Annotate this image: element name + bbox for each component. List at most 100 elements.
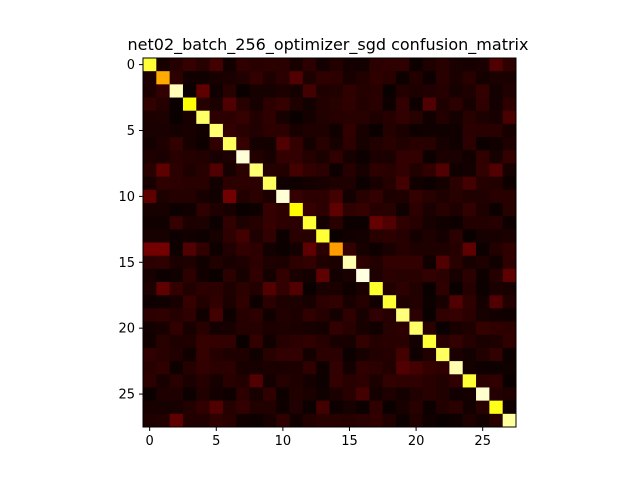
heatmap-cell <box>289 176 304 191</box>
heatmap-cell <box>502 321 517 336</box>
heatmap-cell <box>262 295 277 309</box>
heatmap-cell <box>489 308 504 322</box>
heatmap-cell <box>409 71 424 85</box>
heatmap-cell <box>302 189 317 204</box>
heatmap-cell <box>489 189 504 204</box>
heatmap-cell <box>236 150 250 164</box>
heatmap-cell <box>302 282 317 296</box>
heatmap-cell <box>369 163 384 178</box>
heatmap-cell <box>316 216 330 230</box>
heatmap-cell <box>342 229 357 243</box>
heatmap-cell <box>449 150 464 164</box>
heatmap-cell <box>276 387 290 402</box>
heatmap-cell <box>289 242 304 257</box>
heatmap-cell <box>489 242 504 257</box>
heatmap-cell <box>476 163 490 178</box>
heatmap-cell <box>302 176 317 191</box>
heatmap-cell <box>196 189 211 204</box>
heatmap-cell <box>409 295 424 309</box>
heatmap-cell <box>329 216 344 230</box>
heatmap-cell <box>356 71 370 85</box>
heatmap-cell <box>329 374 344 388</box>
heatmap-cell <box>476 282 490 296</box>
heatmap-cell <box>489 163 504 178</box>
heatmap-cell <box>236 189 250 204</box>
heatmap-cell <box>409 347 424 362</box>
heatmap-cell <box>356 150 370 164</box>
heatmap-cell <box>222 268 237 283</box>
heatmap-cell <box>422 110 437 125</box>
heatmap-cell <box>289 58 304 72</box>
heatmap-cell <box>342 242 357 257</box>
heatmap-cell <box>156 387 171 402</box>
heatmap-cell <box>356 97 370 112</box>
heatmap-cell <box>222 229 237 243</box>
heatmap-cell <box>276 176 290 191</box>
heatmap-cell <box>249 242 264 257</box>
heatmap-cell <box>342 255 357 270</box>
heatmap-cell <box>196 123 211 138</box>
heatmap-cell <box>316 400 330 415</box>
heatmap-cell <box>316 137 330 151</box>
heatmap-cell <box>422 295 437 309</box>
heatmap-cell <box>369 123 384 138</box>
heatmap-cell <box>329 413 344 428</box>
heatmap-cell <box>329 58 344 72</box>
heatmap-cell <box>249 71 264 85</box>
heatmap-cell <box>249 321 264 336</box>
heatmap-cell <box>422 58 437 72</box>
heatmap-cell <box>276 58 290 72</box>
heatmap-cell <box>143 400 157 415</box>
heatmap-cell <box>182 58 197 72</box>
heatmap-cell <box>143 255 157 270</box>
heatmap-cell <box>209 202 224 217</box>
heatmap-cell <box>316 255 330 270</box>
heatmap-cell <box>396 387 410 402</box>
heatmap-cell <box>302 347 317 362</box>
heatmap-cell <box>396 268 410 283</box>
heatmap-cell <box>249 189 264 204</box>
heatmap-cell <box>502 282 517 296</box>
heatmap-cell <box>382 387 397 402</box>
heatmap-cell <box>316 123 330 138</box>
heatmap-cell <box>262 361 277 375</box>
heatmap-cell <box>409 202 424 217</box>
heatmap-cell <box>436 374 450 388</box>
heatmap-cell <box>182 268 197 283</box>
heatmap-cell <box>436 216 450 230</box>
heatmap-cell <box>249 150 264 164</box>
heatmap-cell <box>143 110 157 125</box>
heatmap-cell <box>489 255 504 270</box>
heatmap-cell <box>182 123 197 138</box>
heatmap-cell <box>489 295 504 309</box>
heatmap-cell <box>182 84 197 98</box>
heatmap-cell <box>342 216 357 230</box>
heatmap-cell <box>316 308 330 322</box>
heatmap-cell <box>329 347 344 362</box>
heatmap-cell <box>236 202 250 217</box>
heatmap-cell <box>276 163 290 178</box>
heatmap-cell <box>476 347 490 362</box>
heatmap-cell <box>302 295 317 309</box>
heatmap-cell <box>409 150 424 164</box>
heatmap-cell <box>249 58 264 72</box>
heatmap-cell <box>156 150 171 164</box>
heatmap-cell <box>409 308 424 322</box>
heatmap-cell <box>462 163 477 178</box>
heatmap-cell <box>182 176 197 191</box>
heatmap-cell <box>262 282 277 296</box>
heatmap-cell <box>249 176 264 191</box>
heatmap-cell <box>422 308 437 322</box>
heatmap-cell <box>249 334 264 349</box>
heatmap-cell <box>422 202 437 217</box>
heatmap-cell <box>436 282 450 296</box>
heatmap-cell <box>302 150 317 164</box>
heatmap-cell <box>302 361 317 375</box>
heatmap-cell <box>369 110 384 125</box>
heatmap-cell <box>382 163 397 178</box>
heatmap-cell <box>489 229 504 243</box>
heatmap-cell <box>409 321 424 336</box>
heatmap-cell <box>396 110 410 125</box>
heatmap-cell <box>422 321 437 336</box>
heatmap-cell <box>489 387 504 402</box>
